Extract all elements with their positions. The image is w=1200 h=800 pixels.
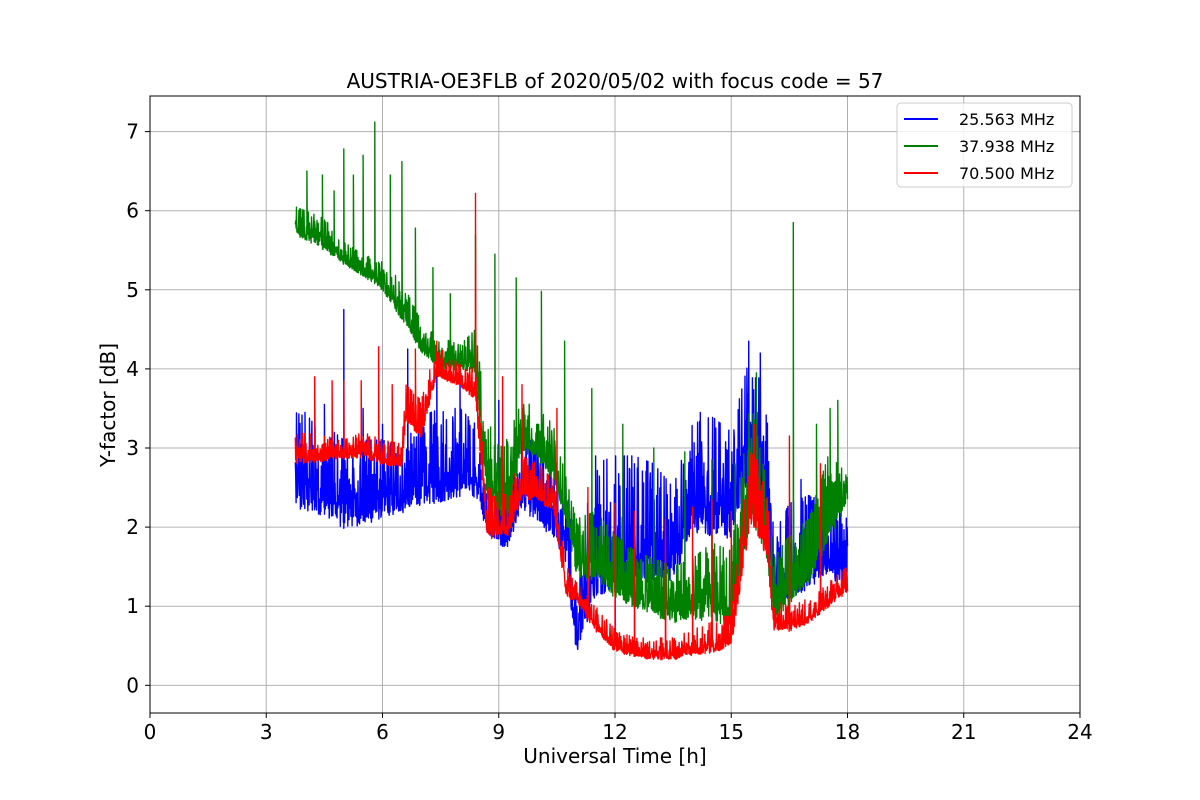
x-tick-label: 12 (602, 720, 627, 744)
y-tick-label: 3 (126, 436, 139, 460)
legend-label-3: 70.500 MHz (959, 164, 1054, 183)
legend-box (896, 102, 1073, 188)
y-tick-label: 5 (126, 278, 139, 302)
y-tick-label: 0 (126, 673, 139, 697)
y-tick-label: 4 (126, 357, 139, 381)
legend-label-1: 25.563 MHz (959, 110, 1054, 129)
y-axis-label: Y-factor [dB] (96, 343, 120, 468)
x-tick-label: 9 (492, 720, 505, 744)
series-line-1 (294, 308, 849, 651)
y-tick-label: 2 (126, 515, 139, 539)
legend-label-2: 37.938 MHz (959, 137, 1054, 156)
chart-title: AUSTRIA-OE3FLB of 2020/05/02 with focus … (347, 69, 884, 93)
x-tick-label: 3 (260, 720, 273, 744)
y-tick-label: 1 (126, 594, 139, 618)
x-tick-label: 18 (835, 720, 860, 744)
y-tick-label: 7 (126, 120, 139, 144)
x-tick-label: 24 (1067, 720, 1092, 744)
x-tick-label: 15 (719, 720, 744, 744)
series-line-3 (294, 192, 849, 661)
x-tick-label: 21 (951, 720, 976, 744)
y-tick-label: 6 (126, 199, 139, 223)
x-tick-label: 0 (144, 720, 157, 744)
series-layer (294, 121, 849, 661)
legend: 25.563 MHz 37.938 MHz 70.500 MHz (896, 102, 1073, 188)
x-tick-label: 6 (376, 720, 389, 744)
x-axis-label: Universal Time [h] (523, 744, 706, 768)
